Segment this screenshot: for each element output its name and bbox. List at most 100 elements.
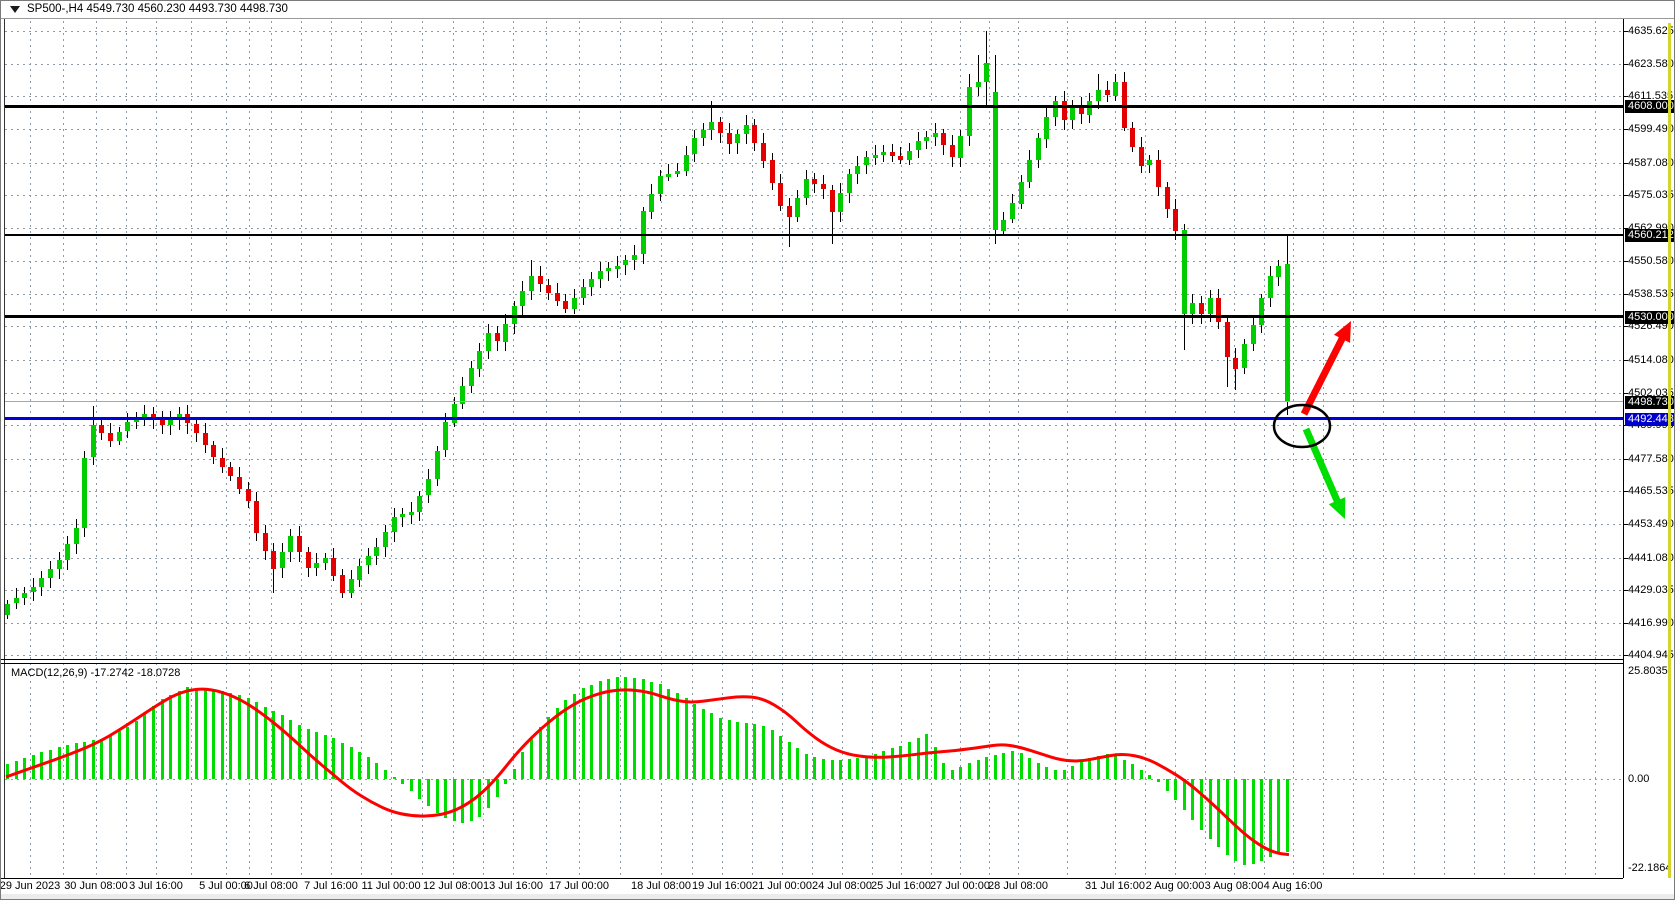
candle bbox=[246, 489, 251, 501]
candle-wick bbox=[677, 163, 678, 177]
current-price-line[interactable] bbox=[5, 401, 1623, 402]
macd-histogram-bar bbox=[667, 689, 670, 779]
date-label: 13 Jul 16:00 bbox=[483, 880, 543, 892]
black-level-line[interactable] bbox=[5, 315, 1623, 318]
horizontal-gridline bbox=[5, 129, 1623, 130]
vertical-gridline bbox=[620, 3, 621, 878]
blue-level-line[interactable] bbox=[5, 417, 1623, 420]
macd-histogram-bar bbox=[1037, 763, 1040, 779]
symbol-ohlc-title: SP500-,H4 4549.730 4560.230 4493.730 449… bbox=[27, 3, 288, 15]
candle bbox=[1259, 298, 1264, 325]
price-tick-mark bbox=[1623, 360, 1628, 361]
candle bbox=[14, 598, 19, 603]
macd-histogram-bar bbox=[289, 720, 292, 779]
candle bbox=[357, 566, 362, 580]
date-label: 25 Jul 16:00 bbox=[871, 880, 931, 892]
candle bbox=[1216, 298, 1221, 322]
candle bbox=[761, 143, 766, 161]
vertical-gridline bbox=[931, 3, 932, 878]
candle bbox=[374, 547, 379, 556]
candle bbox=[881, 152, 886, 155]
macd-histogram-bar bbox=[15, 761, 18, 779]
candle bbox=[984, 63, 989, 82]
vertical-gridline bbox=[391, 3, 392, 878]
macd-histogram-bar bbox=[771, 730, 774, 779]
vertical-gridline bbox=[226, 3, 227, 878]
vertical-gridline bbox=[513, 3, 514, 878]
macd-histogram-bar bbox=[796, 748, 799, 779]
candle-wick bbox=[900, 147, 901, 164]
candle-wick bbox=[608, 262, 609, 281]
macd-histogram-bar bbox=[92, 740, 95, 779]
macd-histogram-bar bbox=[1080, 762, 1083, 779]
candle bbox=[288, 536, 293, 552]
macd-histogram-bar bbox=[831, 760, 834, 779]
candle bbox=[538, 276, 543, 284]
candle bbox=[1019, 182, 1024, 204]
date-label: 12 Jul 08:00 bbox=[423, 880, 483, 892]
macd-histogram-bar bbox=[1174, 779, 1177, 800]
pane-separator-line[interactable] bbox=[1, 659, 1623, 660]
pane-separator-line[interactable] bbox=[1, 663, 1623, 664]
candle bbox=[1087, 101, 1092, 115]
candle bbox=[22, 593, 27, 598]
candle bbox=[1268, 276, 1273, 298]
black-level-line[interactable] bbox=[5, 105, 1623, 108]
date-label: 29 Jun 2023 bbox=[0, 880, 61, 892]
candle bbox=[778, 183, 783, 206]
macd-histogram-bar bbox=[238, 695, 241, 779]
macd-histogram-bar bbox=[375, 763, 378, 779]
candle bbox=[220, 458, 225, 467]
date-label: 3 Aug 08:00 bbox=[1204, 880, 1264, 892]
macd-histogram-bar bbox=[49, 750, 52, 779]
vertical-gridline bbox=[1205, 3, 1206, 878]
macd-histogram-bar bbox=[23, 758, 26, 779]
black-level-line[interactable] bbox=[5, 234, 1623, 236]
candle bbox=[675, 171, 680, 174]
macd-histogram-bar bbox=[307, 729, 310, 779]
horizontal-gridline bbox=[5, 163, 1623, 164]
entry-point-ellipse[interactable] bbox=[1272, 403, 1332, 449]
macd-histogram-bar bbox=[968, 763, 971, 779]
candle bbox=[99, 425, 104, 433]
date-label: 6 Jul 08:00 bbox=[244, 880, 298, 892]
candle bbox=[39, 578, 44, 587]
macd-histogram-bar bbox=[1252, 779, 1255, 864]
vertical-gridline bbox=[483, 3, 484, 878]
price-tick-label: 4477.580 bbox=[1628, 453, 1674, 465]
macd-histogram-bar bbox=[779, 736, 782, 779]
candle bbox=[168, 420, 173, 425]
chart-collapse-icon[interactable] bbox=[10, 6, 20, 13]
date-label: 11 Jul 00:00 bbox=[361, 880, 421, 892]
price-tick-label: 4623.580 bbox=[1628, 58, 1674, 70]
macd-tick-label: -22.1864 bbox=[1628, 862, 1672, 874]
candle bbox=[314, 563, 319, 568]
price-tick-mark bbox=[1623, 558, 1628, 559]
candle bbox=[323, 558, 328, 563]
candle bbox=[804, 179, 809, 198]
vertical-gridline bbox=[1444, 3, 1445, 878]
macd-histogram-bar bbox=[1166, 779, 1169, 791]
macd-histogram-bar bbox=[616, 677, 619, 779]
candle bbox=[1113, 82, 1118, 96]
candle bbox=[701, 130, 706, 138]
candle bbox=[632, 255, 637, 260]
candle bbox=[1242, 344, 1247, 368]
candle bbox=[1027, 160, 1032, 182]
macd-histogram-bar bbox=[298, 725, 301, 779]
date-label: 5 Jul 00:00 bbox=[199, 880, 253, 892]
price-badge: 4608.000 bbox=[1625, 100, 1674, 113]
macd-histogram-bar bbox=[822, 759, 825, 779]
candle bbox=[684, 155, 689, 171]
horizontal-gridline bbox=[5, 294, 1623, 295]
macd-histogram-bar bbox=[874, 754, 877, 779]
candle bbox=[194, 424, 199, 433]
candle bbox=[1208, 298, 1213, 314]
candle bbox=[203, 433, 208, 445]
price-tick-mark bbox=[1623, 326, 1628, 327]
macd-histogram-bar bbox=[642, 679, 645, 779]
bearish-scenario-arrow[interactable] bbox=[1302, 427, 1346, 519]
candle-wick bbox=[978, 55, 979, 96]
price-tick-mark bbox=[1623, 393, 1628, 394]
candle bbox=[623, 260, 628, 265]
